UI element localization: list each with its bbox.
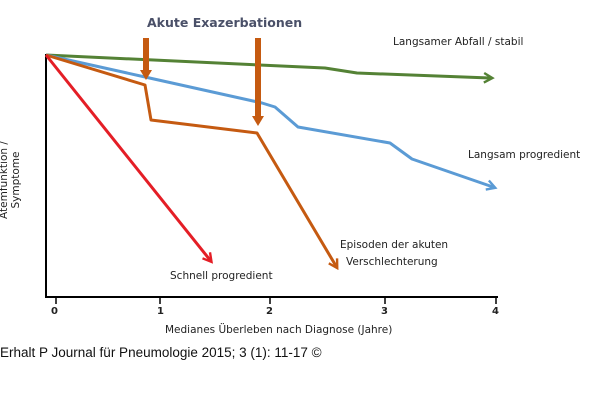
exacerbation-arrow-head-1 — [140, 70, 152, 80]
chart-title: Akute Exazerbationen — [147, 15, 303, 30]
x-tick-0: 0 — [51, 306, 58, 317]
x-axis-label: Medianes Überleben nach Diagnose (Jahre) — [165, 324, 393, 336]
exacerbation-arrow-2 — [255, 38, 261, 118]
label-episodes-2: Verschlechterung — [346, 256, 438, 268]
x-tick-3: 3 — [381, 306, 388, 317]
label-stable: Langsamer Abfall / stabil — [393, 36, 524, 48]
label-slow-progressive: Langsam progredient — [468, 149, 581, 161]
curve-acute-episodes — [45, 53, 339, 271]
y-axis-label: Atemfunktion / Symptome — [0, 141, 22, 219]
label-episodes-1: Episoden der akuten — [340, 239, 449, 251]
curve-fast-progressive — [44, 54, 214, 264]
x-tick-4: 4 — [492, 306, 499, 317]
curve-stable — [45, 53, 495, 84]
exacerbation-arrow-1 — [143, 38, 149, 72]
x-tick-2: 2 — [266, 306, 273, 317]
exacerbation-arrow-head-2 — [252, 116, 264, 126]
citation-footer: Erhalt P Journal für Pneumologie 2015; 3… — [0, 345, 322, 360]
label-fast-progressive: Schnell progredient — [170, 270, 273, 282]
x-tick-1: 1 — [157, 306, 164, 317]
curve-slow-progressive — [45, 53, 498, 191]
